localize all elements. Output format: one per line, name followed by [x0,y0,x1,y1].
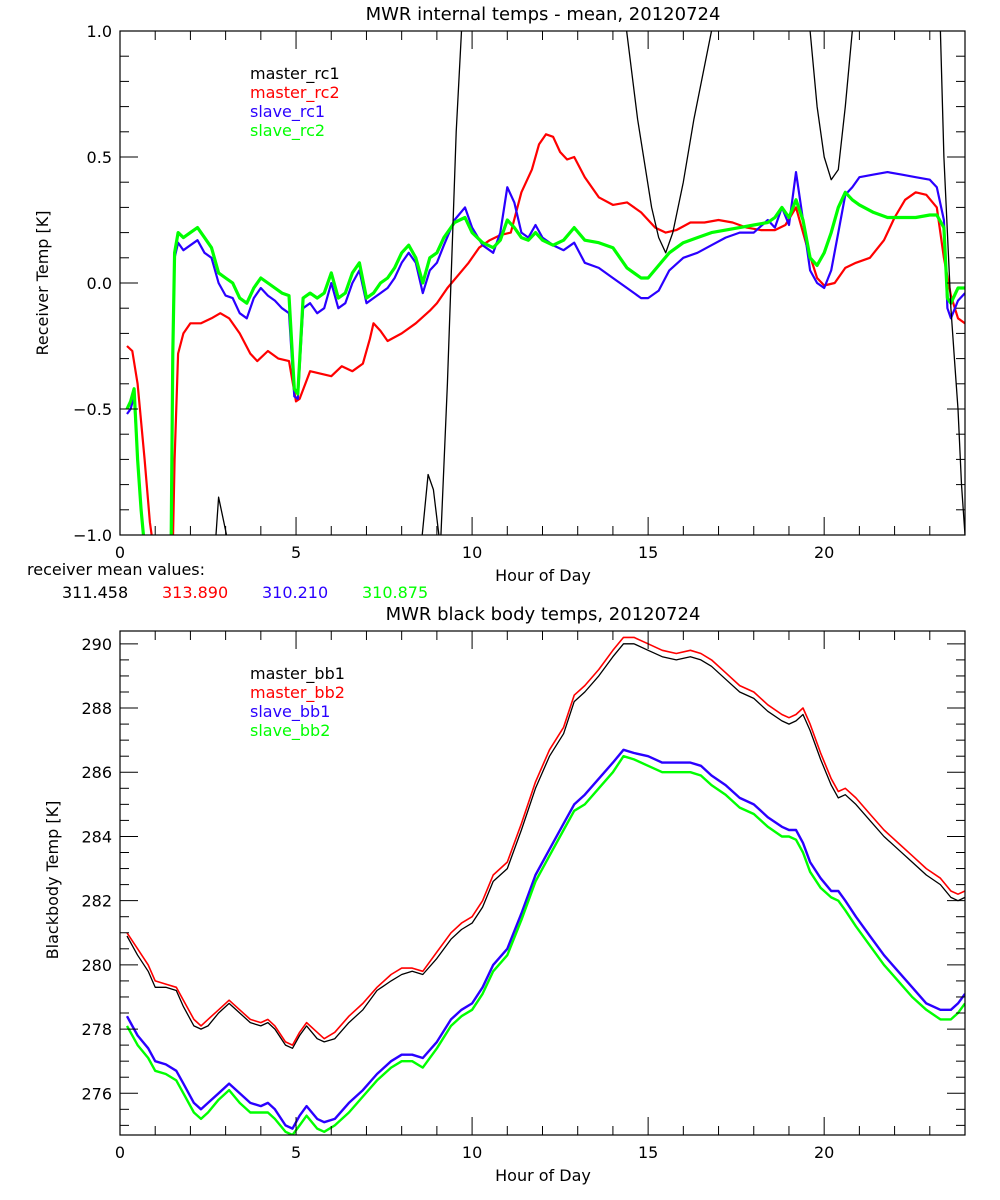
legend: master_bb1 master_bb2 slave_bb1 slave_bb… [250,664,345,741]
axis-ticks: 0 5 10 15 20 −1.0 −0.5 0.0 0.5 1.0 [73,22,966,562]
receiver-mean-annotation: receiver mean values: 311.458 313.890 31… [27,560,428,602]
mean-value-master-rc2: 313.890 [162,583,228,602]
series-group [125,636,965,1135]
series-line-slave-bb2 [125,755,965,1135]
legend-entry-master-rc1: master_rc1 [250,64,340,84]
series-line-master-rc1 [215,31,965,535]
y-tick-label: 278 [81,1020,112,1039]
series-line-slave-rc1 [126,171,965,535]
y-tick-label: 276 [81,1084,112,1103]
series-group [125,31,965,535]
legend-entry-master-rc2: master_rc2 [250,83,340,103]
y-tick-label: 290 [81,635,112,654]
plot-frame [119,30,966,536]
y-axis-label: Receiver Temp [K] [33,210,52,355]
series-line-slave-rc2 [125,190,965,535]
x-tick-label: 10 [462,543,482,562]
x-tick-label: 0 [115,543,125,562]
x-tick-label: 15 [638,543,658,562]
mean-value-slave-rc2: 310.875 [362,583,428,602]
y-tick-label: 1.0 [87,22,112,41]
series-line-master-bb1 [126,643,965,1049]
x-tick-label: 15 [638,1143,658,1162]
x-tick-label: 5 [291,1143,301,1162]
chart-title: MWR black body temps, 20120724 [386,604,701,625]
legend-entry-slave-rc1: slave_rc1 [250,102,325,122]
legend-entry-slave-rc2: slave_rc2 [250,121,325,141]
x-tick-label: 5 [291,543,301,562]
y-tick-label: −1.0 [73,526,112,545]
plot-frame [119,630,966,1136]
y-tick-label: −0.5 [73,400,112,419]
x-tick-label: 20 [814,543,834,562]
legend-entry-master-bb2: master_bb2 [250,683,345,703]
series-line-master-bb2 [126,636,965,1046]
mean-value-slave-rc1: 310.210 [262,583,328,602]
legend-entry-slave-bb1: slave_bb1 [250,702,330,722]
x-tick-label: 10 [462,1143,482,1162]
y-tick-label: 0.5 [87,148,112,167]
x-axis-label: Hour of Day [495,566,591,585]
y-tick-label: 286 [81,763,112,782]
x-axis-label: Hour of Day [495,1166,591,1185]
blackbody-temps-panel: MWR black body temps, 20120724 0 5 10 15 20 2… [43,604,966,1185]
x-tick-label: 20 [814,1143,834,1162]
series-line-slave-bb1 [125,748,965,1130]
mean-value-master-rc1: 311.458 [62,583,128,602]
legend-entry-slave-bb2: slave_bb2 [250,721,330,741]
y-axis-label: Blackbody Temp [K] [43,801,62,960]
x-tick-label: 0 [115,1143,125,1162]
annotation-label: receiver mean values: [27,560,205,579]
legend: master_rc1 master_rc2 slave_rc1 slave_rc… [250,64,340,141]
y-tick-label: 280 [81,956,112,975]
y-tick-label: 288 [81,699,112,718]
y-tick-label: 284 [81,827,112,846]
receiver-temps-panel: MWR internal temps - mean, 20120724 0 5 10… [27,4,966,602]
series-line-master-rc2 [126,133,965,535]
y-tick-label: 0.0 [87,274,112,293]
legend-entry-master-bb1: master_bb1 [250,664,345,684]
y-tick-label: 282 [81,892,112,911]
chart-title: MWR internal temps - mean, 20120724 [366,4,721,25]
axis-ticks: 0 5 10 15 20 276 278 280 282 284 286 288 290 [81,631,966,1162]
